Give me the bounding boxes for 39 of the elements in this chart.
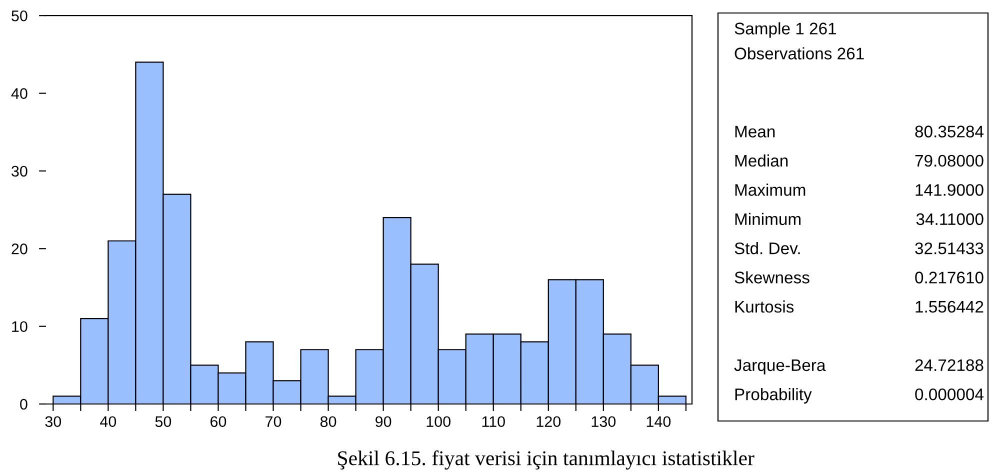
y-tick-label: 40	[11, 88, 28, 99]
category-label: Minimum	[735, 212, 800, 226]
x-tick-label: 120	[536, 416, 561, 428]
x-tick-label: 30	[45, 416, 62, 428]
category-label: Skewness	[734, 271, 810, 284]
text: Şekil 6.15. fiyat verisi için tanımlayıcı istatistikler	[338, 450, 754, 470]
x-tick-label: 50	[155, 416, 172, 428]
text: 80.35284	[915, 126, 984, 138]
text: Sample 1 261	[734, 22, 836, 38]
category-label: Mean	[735, 126, 775, 138]
category-label: Kurtosis	[735, 300, 794, 313]
x-tick-label: 40	[100, 416, 116, 428]
text: Observations 261	[734, 47, 864, 60]
x-tick-label: 60	[210, 416, 226, 428]
x-tick-label: 100	[426, 416, 450, 428]
text: 0.217610	[915, 272, 984, 284]
x-tick-label: 140	[646, 416, 671, 428]
y-tick-label: 10	[12, 321, 28, 332]
category-label: Maximum	[735, 184, 806, 196]
x-tick-label: 90	[376, 416, 392, 428]
text: 32.51433	[915, 242, 984, 254]
category-label: Jarque-Bera	[734, 359, 826, 374]
category-label: Median	[735, 154, 788, 167]
x-tick-label: 70	[266, 416, 282, 428]
y-tick-label: 20	[12, 244, 28, 254]
text: 0.000004	[915, 388, 984, 400]
x-tick-label: 110	[482, 416, 505, 428]
y-tick-label: 0	[20, 398, 28, 410]
text: 34.11000	[916, 213, 984, 226]
text: 1.556442	[916, 300, 984, 313]
category-label: Std. Dev.	[734, 242, 800, 254]
x-tick-label: 130	[592, 416, 616, 428]
text: 79.08000	[915, 154, 984, 167]
text: 141.9000	[916, 184, 984, 196]
y-tick-label: 30	[12, 166, 28, 177]
y-tick-label: 50	[12, 10, 28, 22]
text: 24.72188	[915, 359, 984, 372]
x-tick-label: 80	[320, 416, 336, 428]
category-label: Probability	[735, 388, 812, 404]
